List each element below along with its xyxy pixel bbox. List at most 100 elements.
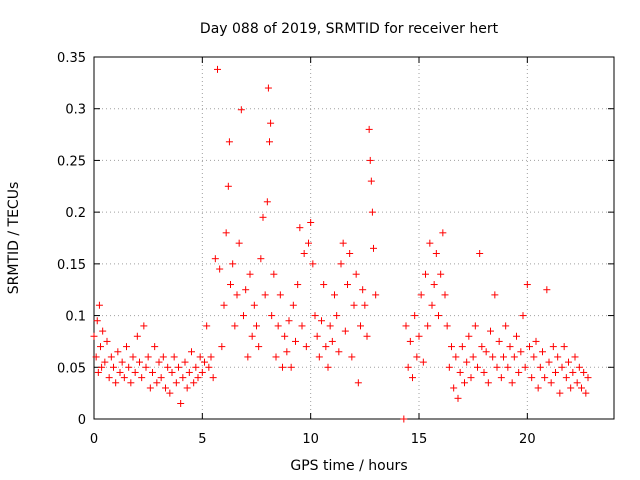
data-point	[224, 182, 232, 190]
data-point	[93, 317, 101, 325]
data-point	[320, 281, 328, 289]
data-point	[183, 384, 191, 392]
data-point	[510, 353, 518, 361]
data-point	[313, 332, 321, 340]
data-point	[474, 363, 481, 371]
data-point	[211, 255, 219, 263]
y-tick-label: 0.1	[65, 310, 86, 325]
data-point	[532, 337, 540, 345]
data-point	[172, 379, 180, 387]
data-point	[534, 384, 542, 392]
x-tick-label: 20	[519, 432, 536, 447]
grid	[94, 57, 614, 419]
data-point	[140, 322, 148, 330]
data-point	[428, 301, 436, 309]
data-point	[539, 348, 546, 356]
y-tick-label: 0.2	[65, 206, 86, 221]
data-point	[575, 363, 583, 371]
data-point	[467, 374, 475, 382]
data-point	[162, 384, 169, 392]
data-point	[225, 138, 233, 146]
data-point	[242, 286, 250, 294]
data-point	[99, 327, 107, 335]
data-point	[164, 363, 172, 371]
data-point	[456, 368, 464, 376]
data-point	[560, 343, 568, 351]
data-point	[123, 343, 130, 351]
data-point	[209, 374, 217, 382]
data-point	[402, 322, 410, 330]
data-point	[166, 389, 174, 397]
data-point	[547, 379, 555, 387]
data-point	[476, 250, 484, 258]
data-point	[136, 358, 143, 366]
data-point	[359, 286, 367, 294]
data-point	[365, 125, 373, 133]
data-point	[205, 363, 213, 371]
data-point	[246, 270, 254, 278]
data-point	[307, 218, 315, 226]
data-point	[465, 332, 473, 340]
data-point	[231, 322, 239, 330]
data-point	[422, 270, 429, 278]
data-point	[101, 358, 109, 366]
data-point	[578, 384, 585, 392]
data-point	[489, 353, 497, 361]
x-tick-label: 0	[90, 432, 98, 447]
data-point	[129, 353, 137, 361]
data-point	[300, 250, 308, 258]
data-point	[530, 353, 538, 361]
data-point	[562, 374, 570, 382]
y-tick-label: 0.15	[57, 258, 86, 273]
data-point	[487, 327, 494, 335]
data-point	[484, 379, 492, 387]
data-point	[214, 65, 221, 73]
y-axis: 0 0.05 0.1 0.15 0.2 0.25 0.3 0.35	[57, 51, 614, 428]
data-point	[482, 348, 490, 356]
data-point	[90, 332, 98, 340]
data-point	[363, 332, 371, 340]
data-point	[120, 374, 128, 382]
data-point	[331, 291, 338, 299]
data-point	[255, 343, 263, 351]
data-point	[192, 363, 200, 371]
data-point	[441, 291, 449, 299]
data-point	[181, 358, 189, 366]
data-point	[445, 363, 453, 371]
data-point	[257, 255, 265, 263]
data-point	[281, 332, 289, 340]
data-point	[185, 368, 193, 376]
data-point	[352, 270, 360, 278]
data-point	[439, 229, 447, 237]
data-point	[222, 229, 230, 237]
data-point	[367, 177, 375, 185]
data-point	[175, 363, 182, 371]
data-point	[571, 353, 579, 361]
data-point	[339, 239, 347, 247]
data-point	[179, 374, 187, 382]
data-point	[504, 363, 512, 371]
data-point	[335, 348, 343, 356]
data-point	[127, 379, 135, 387]
data-point	[196, 353, 204, 361]
y-tick-label: 0.35	[57, 51, 86, 66]
data-point	[526, 343, 533, 351]
data-point	[354, 379, 362, 387]
data-point	[454, 394, 462, 402]
data-point	[142, 363, 150, 371]
data-point	[98, 363, 106, 371]
data-point	[133, 332, 141, 340]
data-point	[519, 312, 527, 320]
data-point	[229, 260, 237, 268]
data-point	[324, 363, 332, 371]
data-point	[448, 343, 455, 351]
data-point	[240, 312, 247, 320]
data-point	[424, 322, 432, 330]
data-point	[203, 322, 211, 330]
data-points	[90, 65, 592, 423]
data-point	[361, 301, 369, 309]
data-point	[554, 353, 562, 361]
data-point	[170, 353, 178, 361]
data-point	[296, 224, 304, 232]
data-point	[146, 384, 154, 392]
